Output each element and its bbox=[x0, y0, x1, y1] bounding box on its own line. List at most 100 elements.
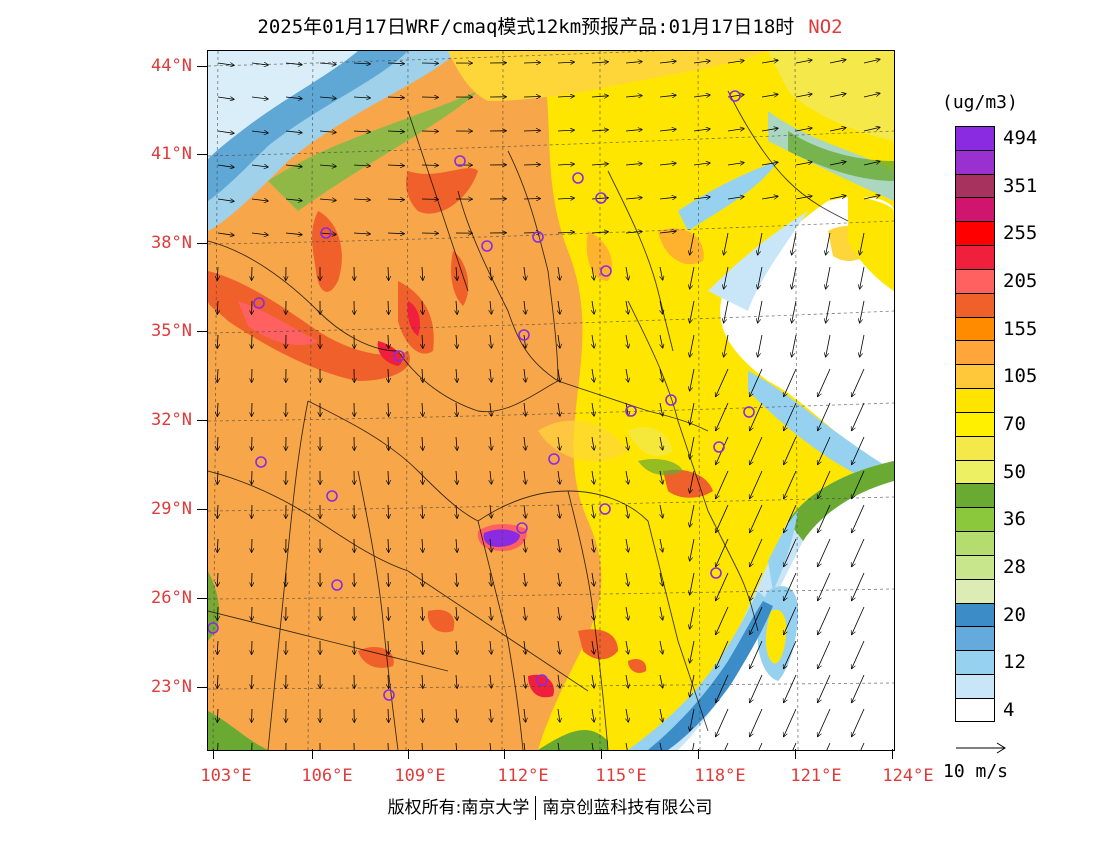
wind-vector bbox=[217, 97, 234, 99]
wind-vector bbox=[750, 402, 763, 430]
wind-vector bbox=[217, 334, 218, 348]
wind-vector bbox=[422, 402, 423, 416]
wind-vector bbox=[285, 165, 302, 167]
lon-tick bbox=[795, 749, 796, 759]
wind-vector bbox=[456, 470, 457, 484]
wind-vector bbox=[319, 233, 336, 234]
wind-vector bbox=[387, 97, 404, 98]
wind-vector bbox=[490, 708, 491, 722]
lat-tick bbox=[197, 331, 207, 332]
wind-vector bbox=[724, 300, 729, 323]
lon-tick bbox=[892, 749, 893, 759]
wind-vector bbox=[750, 640, 763, 668]
pollutant-label: NO2 bbox=[808, 16, 843, 38]
wind-vector bbox=[388, 538, 389, 552]
wind-vector bbox=[716, 708, 729, 736]
wind-vector bbox=[818, 436, 831, 464]
wind-vector bbox=[860, 334, 865, 357]
wind-vector bbox=[860, 232, 865, 255]
wind-vector bbox=[860, 742, 865, 750]
wind-vector bbox=[592, 300, 594, 314]
wind-vector bbox=[826, 266, 831, 289]
wind-vector bbox=[523, 742, 526, 750]
lon-tick bbox=[601, 749, 602, 759]
wind-vector bbox=[490, 266, 491, 280]
wind-vector bbox=[693, 163, 710, 165]
wind-vector bbox=[388, 572, 389, 586]
wind-vector bbox=[626, 572, 628, 586]
legend-label: 351 bbox=[1003, 174, 1038, 197]
wind-vector bbox=[524, 572, 526, 586]
wind-vector bbox=[761, 128, 778, 132]
wind-vector bbox=[626, 266, 628, 280]
wind-vector bbox=[716, 402, 729, 430]
legend-unit: (ug/m3) bbox=[942, 92, 1018, 113]
wind-vector bbox=[795, 162, 812, 166]
legend-label: 12 bbox=[1003, 651, 1026, 674]
wind-vector bbox=[591, 130, 608, 131]
legend-label: 255 bbox=[1003, 222, 1038, 245]
wind-vector bbox=[456, 436, 457, 450]
wind-vector bbox=[784, 606, 797, 634]
wind-vector bbox=[724, 334, 729, 357]
legend-label: 4 bbox=[1003, 699, 1015, 722]
lon-tick bbox=[213, 749, 214, 759]
wind-vector bbox=[818, 572, 831, 600]
wind-vector bbox=[761, 94, 778, 98]
wind-vector bbox=[523, 97, 540, 98]
legend-bin bbox=[955, 292, 995, 317]
wind-vector bbox=[388, 436, 389, 450]
legend-bin bbox=[955, 697, 995, 722]
wind-vector bbox=[591, 232, 608, 233]
legend-bin bbox=[955, 245, 995, 269]
wind-vector bbox=[625, 62, 642, 64]
wind-vector bbox=[217, 572, 218, 586]
wind-vector bbox=[353, 131, 370, 132]
wind-vector bbox=[524, 436, 526, 450]
wind-vector bbox=[660, 640, 663, 654]
wind-vector bbox=[750, 572, 763, 600]
lat-label-44: 44°N bbox=[151, 56, 192, 76]
wind-vector bbox=[626, 708, 628, 722]
wind-vector bbox=[784, 470, 797, 498]
legend-bin bbox=[955, 149, 995, 174]
wind-vector bbox=[626, 334, 628, 348]
wind-vector bbox=[659, 231, 676, 233]
wind-vector bbox=[285, 233, 302, 235]
wind-vector bbox=[750, 436, 763, 464]
legend-label: 50 bbox=[1003, 460, 1026, 483]
wind-vector bbox=[660, 470, 663, 484]
wind-vector bbox=[422, 436, 423, 450]
concentration-map[interactable] bbox=[207, 50, 895, 751]
lon-tick bbox=[408, 749, 409, 759]
wind-vector bbox=[852, 640, 865, 668]
map-title: 2025年01月17日WRF/cmaq模式12km预报产品:01月17日18时 N… bbox=[0, 12, 1100, 39]
wind-vector bbox=[818, 606, 831, 634]
wind-vector bbox=[524, 368, 526, 382]
wind-vector bbox=[693, 129, 710, 131]
wind-vector bbox=[792, 300, 797, 323]
wind-vector bbox=[524, 266, 526, 280]
title-text: 2025年01月17日WRF/cmaq模式12km预报产品:01月17日18时 bbox=[257, 16, 795, 38]
wind-vector bbox=[217, 640, 218, 654]
wind-vector bbox=[690, 504, 695, 527]
wind-vector bbox=[490, 470, 491, 484]
wind-vector bbox=[319, 165, 336, 166]
wind-vector bbox=[818, 504, 831, 532]
wind-vector bbox=[784, 674, 797, 702]
wind-vector bbox=[852, 606, 865, 634]
wind-vector bbox=[826, 334, 831, 357]
wind-vector bbox=[490, 674, 491, 688]
wind-scale-label: 10 m/s bbox=[943, 761, 1009, 782]
wind-vector bbox=[592, 538, 594, 552]
wind-vector bbox=[387, 131, 404, 132]
wind-vector bbox=[319, 63, 336, 64]
legend-bin bbox=[955, 531, 995, 555]
wind-vector bbox=[217, 199, 234, 201]
wind-vector bbox=[829, 162, 846, 166]
wind-vector bbox=[490, 606, 491, 620]
wind-vector bbox=[659, 163, 676, 165]
wind-vector bbox=[795, 128, 812, 132]
wind-vector bbox=[829, 128, 846, 132]
wind-vector bbox=[750, 674, 763, 702]
